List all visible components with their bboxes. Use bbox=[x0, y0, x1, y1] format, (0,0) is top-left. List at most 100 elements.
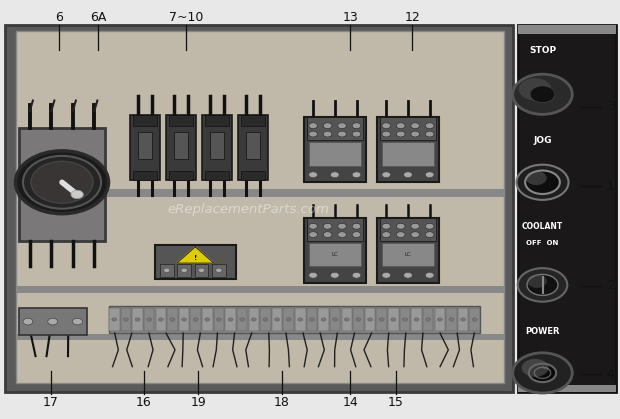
Circle shape bbox=[158, 318, 163, 321]
Circle shape bbox=[391, 318, 396, 321]
Circle shape bbox=[426, 318, 431, 321]
Circle shape bbox=[411, 232, 420, 238]
Circle shape bbox=[425, 272, 434, 278]
Bar bbox=[380, 218, 436, 241]
Text: 3: 3 bbox=[607, 100, 614, 114]
Circle shape bbox=[240, 318, 245, 321]
Bar bbox=[330, 308, 340, 331]
Bar bbox=[304, 117, 366, 182]
Circle shape bbox=[71, 190, 83, 199]
Circle shape bbox=[402, 318, 407, 321]
Circle shape bbox=[527, 274, 558, 295]
Text: 14: 14 bbox=[342, 396, 358, 409]
Text: LC: LC bbox=[405, 252, 411, 257]
Circle shape bbox=[352, 232, 361, 238]
Bar bbox=[133, 115, 157, 126]
Bar bbox=[238, 115, 268, 180]
Bar bbox=[214, 308, 224, 331]
Bar bbox=[179, 308, 189, 331]
Bar bbox=[169, 115, 193, 126]
Bar bbox=[260, 308, 270, 331]
Text: eReplacementParts.com: eReplacementParts.com bbox=[167, 203, 329, 216]
Bar bbox=[304, 218, 366, 283]
Text: OFF  ON: OFF ON bbox=[526, 240, 559, 246]
Bar bbox=[309, 142, 361, 166]
Bar bbox=[169, 171, 193, 180]
Circle shape bbox=[513, 353, 572, 393]
Bar bbox=[376, 308, 387, 331]
Circle shape bbox=[170, 318, 175, 321]
Circle shape bbox=[330, 272, 339, 278]
Circle shape bbox=[529, 364, 556, 382]
Bar bbox=[212, 264, 226, 277]
Bar bbox=[412, 308, 422, 331]
Bar bbox=[16, 286, 504, 293]
Text: 6A: 6A bbox=[90, 11, 106, 24]
Circle shape bbox=[382, 232, 391, 238]
Bar bbox=[342, 308, 352, 331]
Bar bbox=[19, 128, 105, 241]
Circle shape bbox=[182, 318, 187, 321]
Circle shape bbox=[205, 318, 210, 321]
Bar bbox=[400, 308, 410, 331]
Circle shape bbox=[525, 171, 560, 194]
Circle shape bbox=[216, 318, 221, 321]
Circle shape bbox=[516, 165, 569, 200]
Bar bbox=[210, 132, 224, 159]
Circle shape bbox=[352, 223, 361, 229]
Circle shape bbox=[368, 318, 373, 321]
Bar bbox=[19, 308, 87, 335]
Bar bbox=[16, 334, 504, 340]
Bar bbox=[518, 25, 616, 392]
Bar bbox=[365, 308, 375, 331]
Circle shape bbox=[396, 232, 405, 238]
Bar bbox=[202, 115, 232, 180]
Text: 7~10: 7~10 bbox=[169, 11, 203, 24]
Circle shape bbox=[216, 268, 222, 272]
Circle shape bbox=[23, 318, 33, 325]
Circle shape bbox=[425, 232, 434, 238]
Circle shape bbox=[338, 131, 347, 137]
Circle shape bbox=[193, 318, 198, 321]
Bar bbox=[307, 117, 363, 140]
Text: 1: 1 bbox=[607, 180, 614, 193]
Bar bbox=[309, 243, 361, 266]
Circle shape bbox=[309, 123, 317, 129]
Bar bbox=[382, 243, 434, 266]
Circle shape bbox=[382, 172, 391, 178]
Bar bbox=[174, 132, 188, 159]
Circle shape bbox=[356, 318, 361, 321]
Bar bbox=[167, 308, 177, 331]
Bar bbox=[195, 264, 208, 277]
Circle shape bbox=[521, 359, 549, 377]
Text: 13: 13 bbox=[342, 11, 358, 24]
Circle shape bbox=[16, 151, 108, 214]
Circle shape bbox=[352, 172, 361, 178]
Circle shape bbox=[449, 318, 454, 321]
Circle shape bbox=[411, 223, 420, 229]
Bar bbox=[377, 218, 439, 283]
Polygon shape bbox=[177, 247, 214, 263]
Bar bbox=[156, 308, 166, 331]
Text: STOP: STOP bbox=[529, 46, 556, 55]
Circle shape bbox=[396, 123, 405, 129]
Text: 19: 19 bbox=[190, 396, 206, 409]
Circle shape bbox=[404, 172, 412, 178]
Bar bbox=[249, 308, 259, 331]
Circle shape bbox=[147, 318, 152, 321]
Circle shape bbox=[382, 272, 391, 278]
Circle shape bbox=[286, 318, 291, 321]
Circle shape bbox=[181, 268, 187, 272]
Bar bbox=[435, 308, 445, 331]
Circle shape bbox=[382, 123, 391, 129]
Bar bbox=[458, 308, 468, 331]
Bar bbox=[295, 308, 306, 331]
Bar bbox=[307, 308, 317, 331]
Circle shape bbox=[437, 318, 442, 321]
Bar bbox=[237, 308, 247, 331]
Circle shape bbox=[309, 223, 317, 229]
Bar bbox=[353, 308, 364, 331]
Circle shape bbox=[321, 318, 326, 321]
Bar bbox=[121, 308, 131, 331]
Circle shape bbox=[112, 318, 117, 321]
